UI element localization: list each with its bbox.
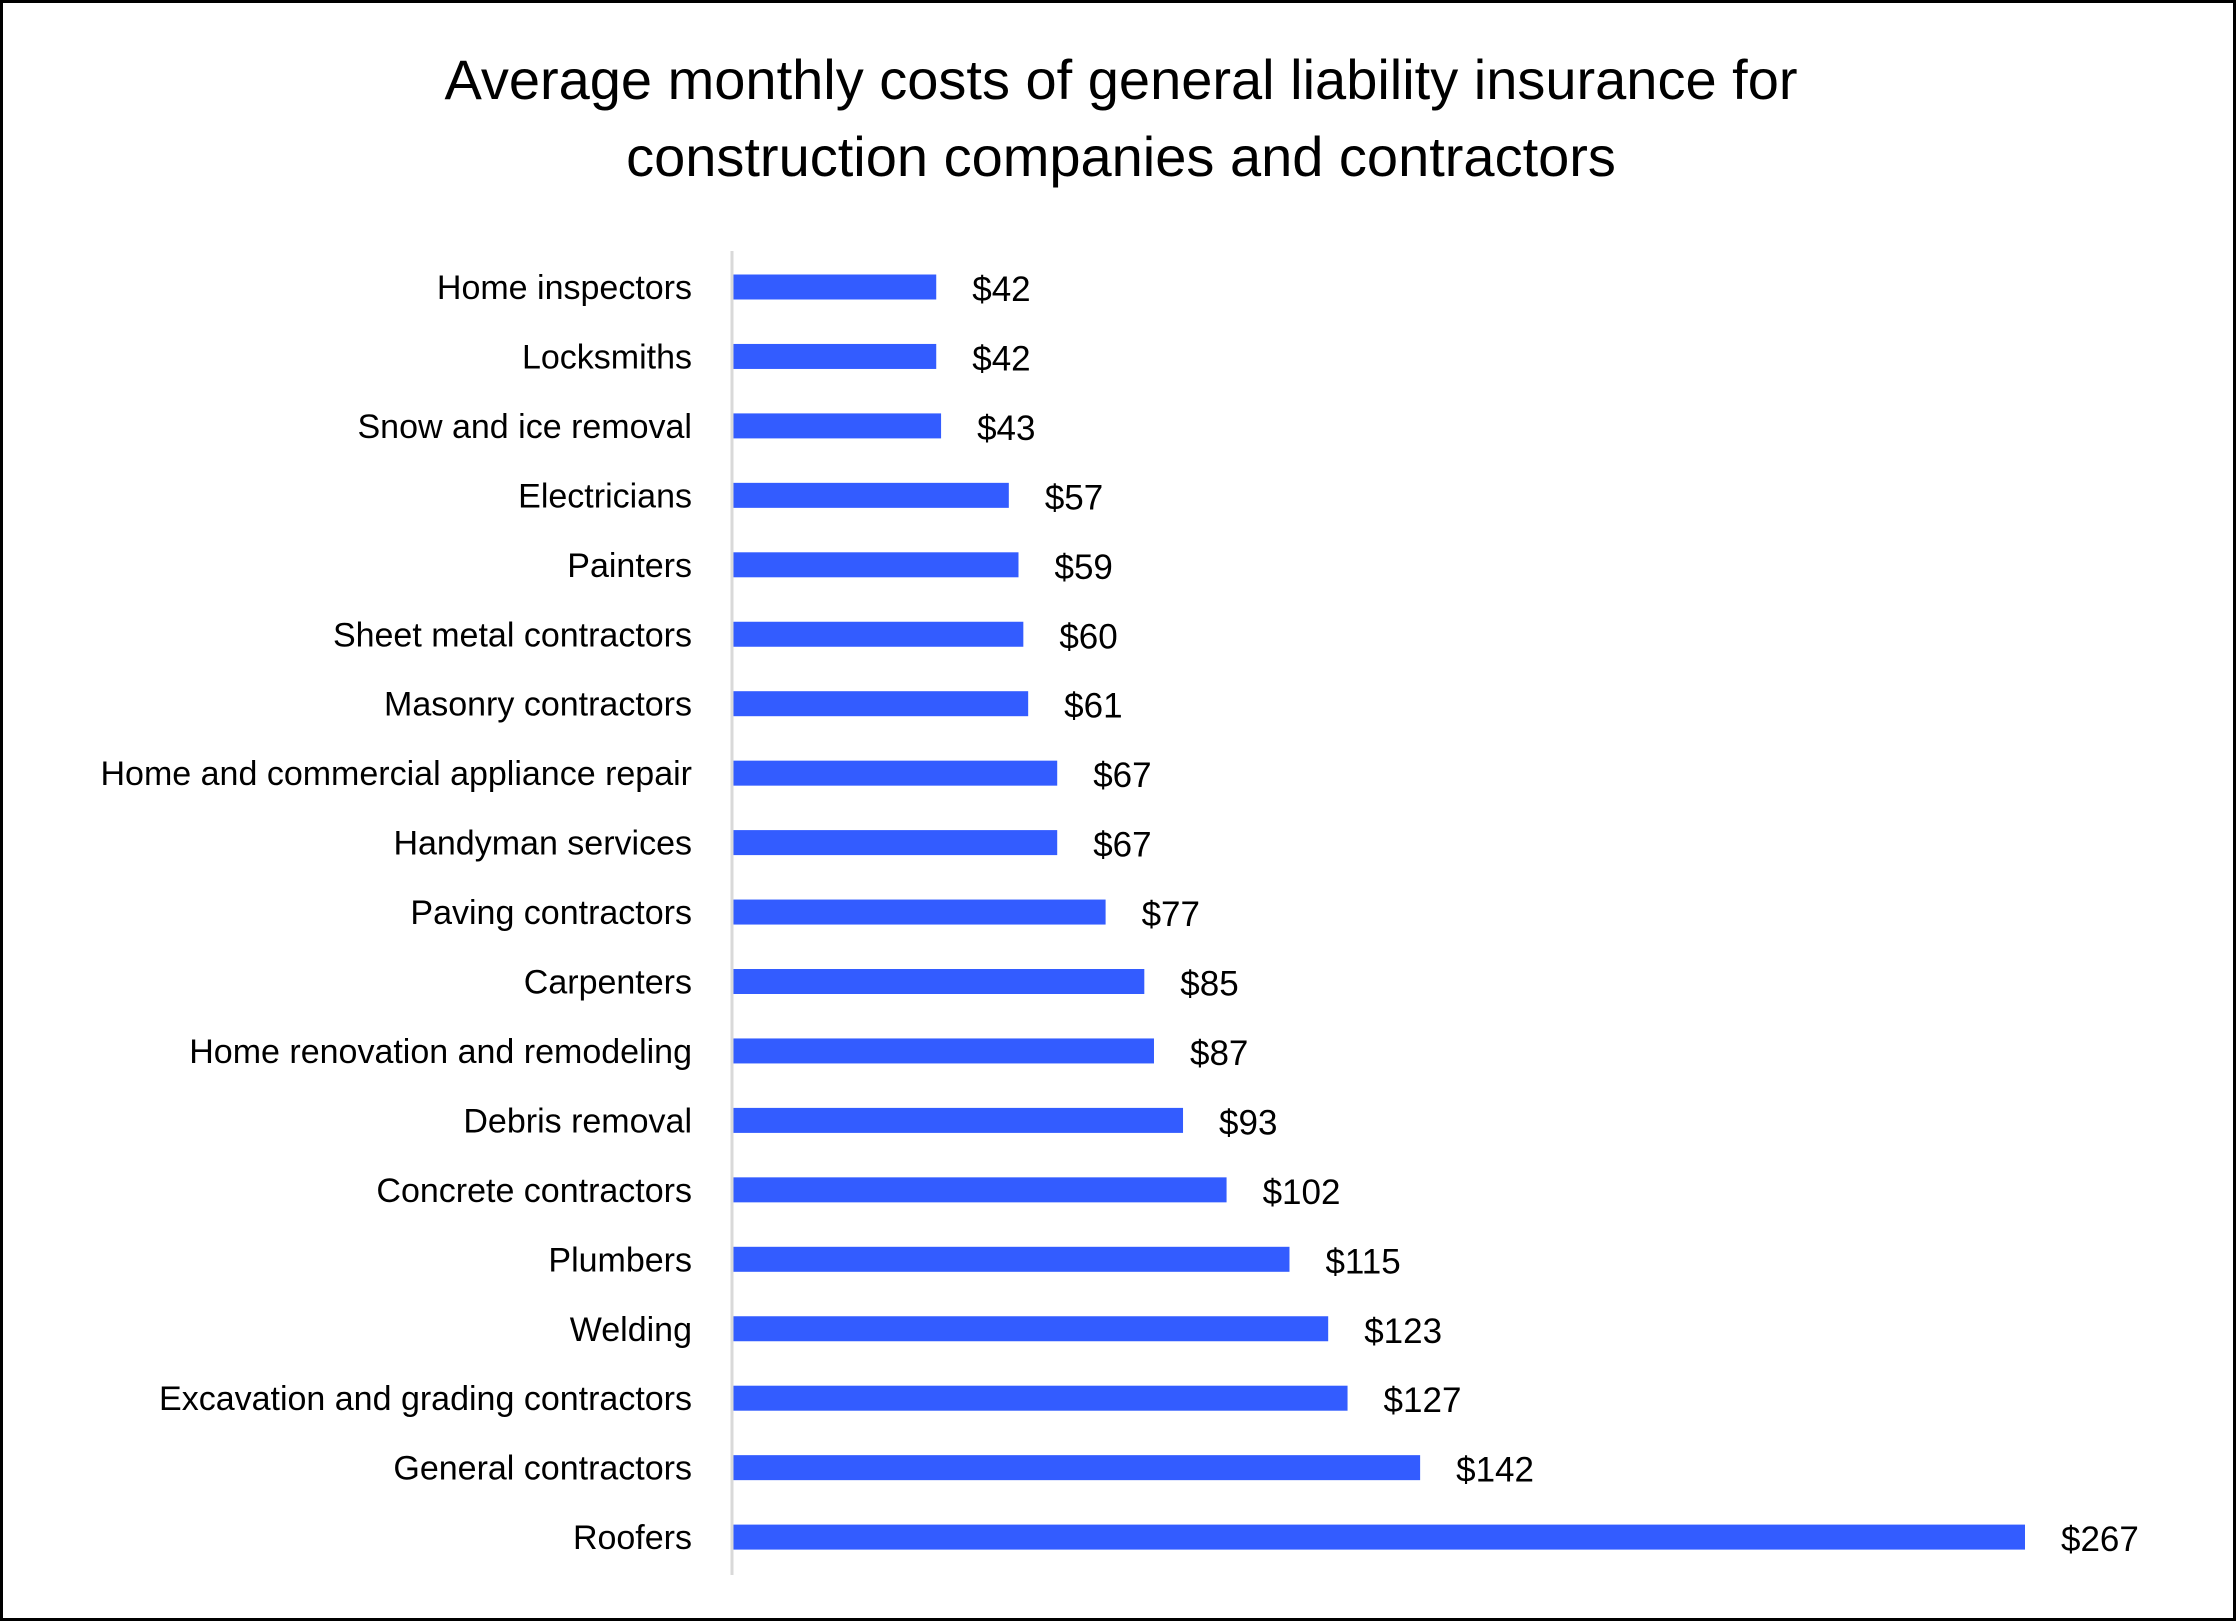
chart-title-line-2: construction companies and contractors	[626, 125, 1616, 188]
bar	[733, 1385, 1348, 1411]
data-label: $115	[1325, 1242, 1400, 1281]
bar-chart: Average monthly costs of general liabili…	[101, 48, 2139, 1575]
bar	[733, 482, 1009, 508]
category-label: Plumbers	[548, 1241, 692, 1279]
data-label: $67	[1093, 826, 1151, 865]
bar	[733, 343, 937, 369]
category-label: Welding	[570, 1311, 692, 1349]
category-label: Snow and ice removal	[357, 408, 692, 446]
category-label: Excavation and grading contractors	[159, 1380, 692, 1418]
category-label: Home inspectors	[437, 269, 692, 307]
data-label: $77	[1142, 895, 1200, 934]
data-label: $59	[1054, 548, 1112, 587]
category-label: Home renovation and remodeling	[189, 1033, 692, 1071]
bar	[733, 413, 942, 439]
bar	[733, 552, 1019, 578]
category-label: Home and commercial appliance repair	[101, 755, 693, 793]
data-label: $57	[1045, 478, 1103, 517]
bar	[733, 691, 1029, 717]
category-label: Masonry contractors	[384, 686, 692, 724]
data-label: $127	[1384, 1381, 1462, 1420]
bar	[733, 274, 937, 300]
category-label: General contractors	[393, 1450, 692, 1488]
category-label: Debris removal	[463, 1102, 692, 1140]
data-label: $42	[972, 270, 1030, 309]
data-label: $85	[1180, 965, 1238, 1004]
category-label: Carpenters	[524, 964, 692, 1002]
data-label: $61	[1064, 687, 1122, 726]
category-label: Locksmiths	[522, 338, 692, 376]
bar	[733, 1246, 1290, 1272]
bar	[733, 1455, 1421, 1481]
bar	[733, 1316, 1329, 1342]
data-label: $142	[1456, 1451, 1534, 1490]
data-label: $42	[972, 339, 1030, 378]
category-label: Paving contractors	[410, 894, 692, 932]
bar	[733, 830, 1058, 856]
category-label: Sheet metal contractors	[333, 616, 692, 654]
bar	[733, 969, 1145, 994]
category-label: Painters	[567, 547, 692, 585]
bar	[733, 899, 1106, 925]
data-label: $93	[1219, 1103, 1277, 1142]
category-label: Handyman services	[393, 825, 692, 863]
category-label: Concrete contractors	[376, 1172, 692, 1210]
category-label: Electricians	[518, 477, 692, 515]
data-label: $60	[1059, 617, 1117, 656]
data-label: $267	[2061, 1520, 2139, 1559]
data-label: $102	[1263, 1173, 1341, 1212]
category-label: Roofers	[573, 1519, 692, 1557]
data-label: $43	[977, 409, 1035, 448]
bar	[733, 1107, 1184, 1133]
bar	[733, 1524, 2025, 1550]
chart-title-line-1: Average monthly costs of general liabili…	[445, 48, 1798, 111]
bar	[733, 1177, 1227, 1203]
bar	[733, 621, 1024, 647]
data-label: $67	[1093, 756, 1151, 795]
data-label: $123	[1364, 1312, 1442, 1351]
bar	[733, 760, 1058, 786]
data-label: $87	[1190, 1034, 1248, 1073]
bar	[733, 1038, 1154, 1064]
